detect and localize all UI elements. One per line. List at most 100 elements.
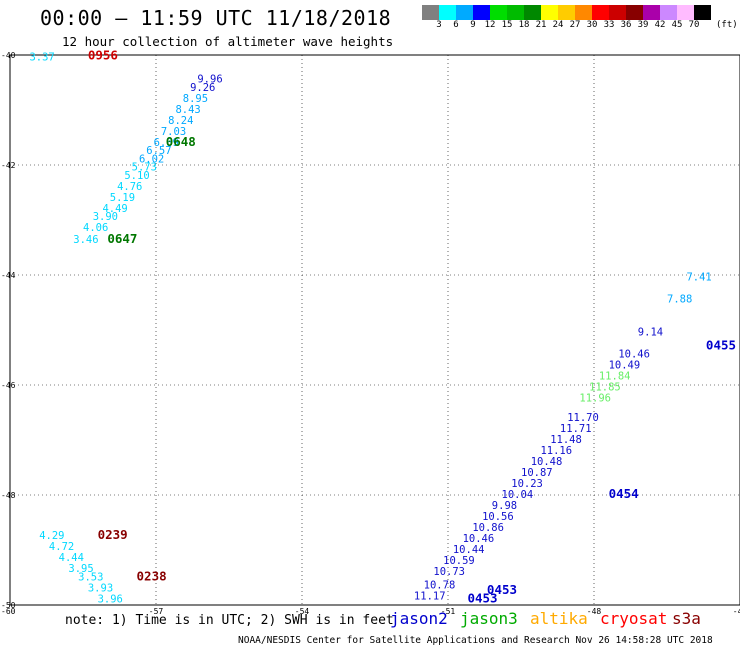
swh-value: 5.19 [110,192,135,204]
pass-time-label: 0454 [609,486,639,501]
legend-jason3: jason3 [460,609,518,628]
colorbar-swatch [677,5,694,20]
colorbar-swatch [558,5,575,20]
pass-time-label: 0453 [487,582,517,597]
legend-s3a: s3a [672,609,701,628]
swh-value: 10.49 [609,360,641,372]
swh-value: 4.29 [39,530,64,542]
pass-time-label: 0453 [467,590,497,605]
swh-value: 11.16 [540,445,572,457]
swh-value: 10.44 [453,544,485,556]
swh-value: 9.14 [638,327,663,339]
colorbar-label: 70 [688,20,700,30]
swh-value: 10.73 [433,566,465,578]
colorbar-label: 6 [453,20,459,30]
colorbar-swatch [609,5,626,20]
colorbar-swatch [694,5,711,20]
corner-label: -60 [1,607,16,616]
pass-time-label: 0239 [98,527,128,542]
swh-value: 10.46 [618,349,650,361]
credit-line: NOAA/NESDIS Center for Satellite Applica… [238,635,713,646]
colorbar-label: 21 [535,20,547,30]
colorbar-label: 3 [436,20,442,30]
swh-value: 10.56 [482,511,514,523]
pass-time-label: 0238 [137,568,167,583]
colorbar-label: 30 [586,20,598,30]
colorbar-label: 12 [484,20,496,30]
colorbar-swatch [456,5,473,20]
colorbar-label: 15 [501,20,513,30]
colorbar-label: 33 [603,20,615,30]
y-tick-label: -44 [1,271,16,280]
x-tick-label: -57 [149,607,164,616]
colorbar-label: 27 [569,20,581,30]
swh-value: 6.89 [154,137,179,149]
swh-value: 6.57 [146,145,171,157]
colorbar-label: 9 [470,20,476,30]
colorbar-swatch [660,5,677,20]
swh-value: 9.98 [492,500,517,512]
swh-value: 10.46 [463,533,495,545]
swh-value: 8.95 [183,93,208,105]
swh-value: 9.96 [197,74,222,86]
swh-value: 3.46 [73,234,98,246]
colorbar-swatch [524,5,541,20]
colorbar-swatch [507,5,524,20]
swh-value: 11.17 [414,591,446,603]
colorbar-label: 39 [637,20,649,30]
swh-value: 7.41 [686,272,711,284]
y-tick-label: -40 [1,51,16,60]
colorbar-swatch [473,5,490,20]
chart-subtitle: 12 hour collection of altimeter wave hei… [62,34,394,49]
colorbar-labels: 3 6 9 12 15 18 21 24 27 30 33 36 39 42 45 70 [422,20,740,34]
pass-time-label: 0455 [706,337,736,352]
legend-cryosat: cryosat [600,609,668,628]
x-tick-label: -48 [587,607,602,616]
swh-value: 11.48 [550,434,582,446]
colorbar-swatch [643,5,660,20]
swh-value: 6.02 [139,153,164,165]
swh-value: 11.71 [560,423,592,435]
swh-value: 10.78 [424,580,456,592]
swh-value: 8.24 [168,115,193,127]
pass-time-label: 0648 [166,134,196,149]
legend-altika: altika [530,609,588,628]
pass-time-label: 0647 [107,231,137,246]
swh-value: 10.59 [443,555,475,567]
y-tick-label: -46 [1,381,16,390]
swh-value: 4.72 [49,541,74,553]
swh-value: 11.84 [599,371,631,383]
colorbar-swatch [439,5,456,20]
colorbar-label: 24 [552,20,564,30]
swh-value: 10.48 [531,456,563,468]
swh-value: 3.37 [29,52,54,64]
chart-title: 00:00 — 11:59 UTC 11/18/2018 [40,6,392,30]
swh-value: 10.87 [521,467,553,479]
swh-value: 11.85 [589,382,621,394]
swh-value: 10.04 [502,489,534,501]
swh-value: 3.93 [88,582,113,594]
colorbar [422,5,711,20]
colorbar-label: 42 [654,20,666,30]
swh-value: 4.76 [117,181,142,193]
swh-value: 4.44 [59,552,84,564]
x-tick-label: -54 [295,607,310,616]
legend-jason2: jason2 [390,609,448,628]
colorbar-swatch [626,5,643,20]
pass-time-label: 0956 [88,47,118,62]
colorbar-label: 36 [620,20,632,30]
swh-value: 9.26 [190,82,215,94]
y-tick-label: -42 [1,161,16,170]
swh-value: 4.06 [83,222,108,234]
footer-note: note: 1) Time is in UTC; 2) SWH is in fe… [65,613,394,628]
swh-value: 7.88 [667,294,692,306]
swh-value: 10.23 [511,478,543,490]
swh-value: 11.70 [567,412,599,424]
plot-frame [9,54,740,606]
colorbar-swatch [422,5,439,20]
colorbar-swatch [575,5,592,20]
swh-value: 5.73 [132,162,157,174]
x-tick-label: -45 [733,607,740,616]
y-tick-label: -50 [1,601,16,610]
